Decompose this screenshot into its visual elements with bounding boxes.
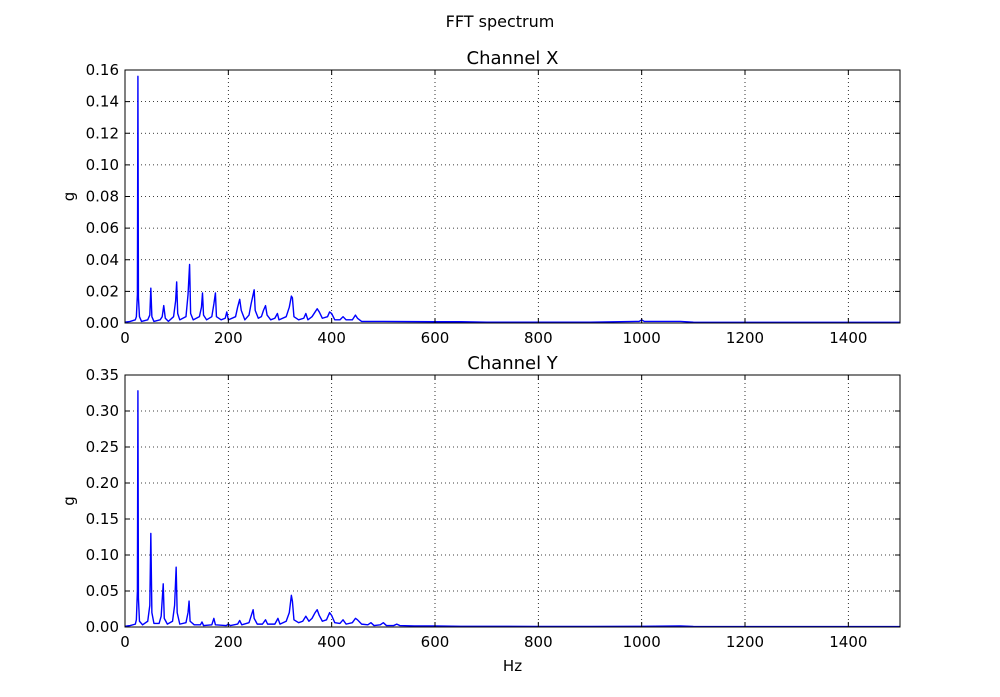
x-tick-label: 1400 (829, 633, 867, 651)
y-tick-label: 0.15 (86, 510, 119, 528)
x-tick-label: 600 (421, 329, 450, 347)
x-tick-label: 200 (214, 329, 243, 347)
x-tick-label: 400 (317, 329, 346, 347)
plot-area (125, 375, 900, 627)
series-line (124, 75, 900, 324)
x-tick-label: 600 (421, 633, 450, 651)
y-tick-label: 0.00 (86, 618, 119, 636)
y-tick-label: 0.02 (86, 282, 119, 300)
y-tick-label: 0.00 (86, 314, 119, 332)
subplot-channel-y: 0 200 400 600 800 1000 1200 1400 0.00 0.05 0.10 0.1… (60, 353, 901, 675)
y-tick-label: 0.05 (86, 582, 119, 600)
x-tick-label: 1000 (623, 329, 661, 347)
axes-frame (124, 374, 901, 628)
subplot-channel-x: 0 200 400 600 800 1000 1200 1400 0.00 0.02 0.04 0.0… (60, 48, 901, 347)
x-axis-label: Hz (503, 657, 522, 675)
y-tick-label: 0.16 (86, 61, 119, 79)
y-tick-label: 0.08 (86, 188, 119, 206)
x-tick-label: 200 (214, 633, 243, 651)
figure-suptitle: FFT spectrum (446, 12, 555, 31)
x-tick-label: 800 (524, 633, 553, 651)
y-tick-label: 0.10 (86, 156, 119, 174)
plot-area (125, 70, 900, 323)
x-tick-label: 0 (120, 633, 130, 651)
subplot-title: Channel X (467, 48, 559, 69)
x-tick-label: 1200 (726, 329, 764, 347)
y-tick-label: 0.25 (86, 438, 119, 456)
y-axis-label: g (60, 192, 78, 202)
x-tick-label: 1000 (623, 633, 661, 651)
series-line (124, 390, 900, 628)
y-tick-label: 0.10 (86, 546, 119, 564)
x-tick-label: 1200 (726, 633, 764, 651)
y-tick-label: 0.04 (86, 251, 119, 269)
x-tick-label: 0 (120, 329, 130, 347)
x-tick-label: 800 (524, 329, 553, 347)
subplot-title: Channel Y (467, 353, 559, 374)
y-tick-label: 0.06 (86, 219, 119, 237)
x-tick-label: 1400 (829, 329, 867, 347)
y-tick-label: 0.30 (86, 402, 119, 420)
y-tick-label: 0.12 (86, 124, 119, 142)
y-tick-label: 0.35 (86, 366, 119, 384)
y-tick-label: 0.20 (86, 474, 119, 492)
x-tick-label: 400 (317, 633, 346, 651)
y-axis-label: g (60, 496, 78, 506)
y-tick-label: 0.14 (86, 93, 119, 111)
